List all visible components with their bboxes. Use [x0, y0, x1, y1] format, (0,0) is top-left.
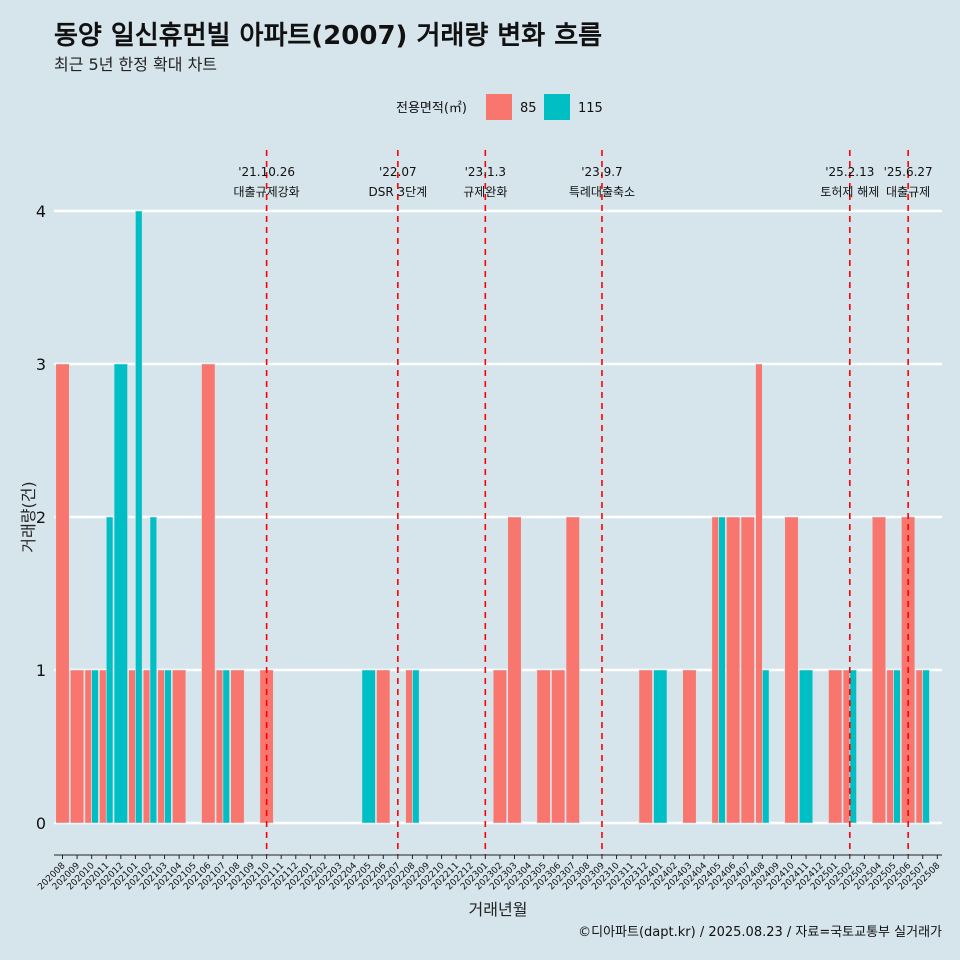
y-tick-label: 0: [36, 814, 46, 833]
bar-85-202502: [842, 669, 851, 824]
bar-85-202312: [638, 669, 653, 824]
bar-85-202208: [405, 669, 413, 824]
bar-85-202403: [682, 669, 697, 824]
event-label: 토허제 해제: [820, 185, 879, 199]
bar-85-202107: [215, 669, 224, 824]
bar-115-202408: [762, 669, 770, 824]
bar-85-202408: [755, 363, 763, 824]
bar-85-202106: [201, 363, 216, 824]
legend-swatch-85: [486, 94, 512, 120]
bar-85-202406: [726, 516, 741, 824]
bar-85-202101: [128, 669, 136, 824]
bar-115-202102: [149, 516, 158, 824]
chart-subtitle: 최근 5년 한정 확대 차트: [54, 55, 217, 74]
bar-85-202102: [142, 669, 151, 824]
bar-115-202101: [135, 210, 143, 824]
bar-85-202108: [230, 669, 245, 824]
legend-swatch-115: [544, 94, 570, 120]
bar-85-202405: [711, 516, 719, 824]
bar-115-202401: [653, 669, 668, 824]
event-date: '25.6.27: [884, 165, 933, 179]
bar-85-202410: [784, 516, 799, 824]
bar-115-202010: [91, 669, 99, 824]
event-label: 규제완화: [463, 185, 507, 199]
bar-85-202008: [55, 363, 70, 824]
bar-115-202411: [799, 669, 814, 824]
event-label: 대출규제강화: [233, 185, 299, 199]
y-tick-label: 4: [36, 202, 46, 221]
event-lines: '21.10.26 대출규제강화 '22.07 DSR 3단계 '23.1.3 규제완화 '…: [233, 150, 933, 855]
event-date: '21.10.26: [238, 165, 295, 179]
bar-85-202009: [70, 669, 85, 824]
chart-title: 동양 일신휴먼빌 아파트(2007) 거래량 변화 흐름: [54, 21, 602, 51]
bar-85-202305: [536, 669, 551, 824]
bar-85-202302: [492, 669, 507, 824]
bars: [55, 210, 930, 824]
bar-85-202307: [565, 516, 580, 824]
bar-85-202104: [172, 669, 187, 824]
y-tick-label: 3: [36, 355, 46, 374]
bar-115-202405: [718, 516, 726, 824]
bar-85-202103: [157, 669, 165, 824]
bar-115-202502: [849, 669, 857, 824]
legend-label-115: 115: [578, 101, 603, 116]
legend-title: 전용면적(㎡): [396, 101, 467, 116]
bar-85-202501: [828, 669, 843, 824]
bar-85-202407: [740, 516, 755, 824]
bar-115-202107: [222, 669, 230, 824]
bar-85-202303: [507, 516, 522, 824]
bar-85-202504: [871, 516, 887, 824]
bar-115-202103: [164, 669, 172, 824]
bar-115-202505: [893, 669, 901, 824]
event-label: 대출규제: [886, 185, 930, 199]
y-axis: 0 1 2 3 4: [36, 202, 46, 833]
event-date: '23.9.7: [581, 165, 622, 179]
event-label: 특례대출축소: [569, 185, 635, 199]
event-label: DSR 3단계: [368, 185, 427, 199]
bar-115-202011: [105, 516, 114, 824]
bar-115-202507: [922, 669, 930, 824]
bar-85-202206: [376, 669, 391, 824]
bar-85-202011: [99, 669, 107, 824]
bar-85-202306: [551, 669, 566, 824]
bar-115-202012: [113, 363, 128, 824]
x-axis: 2020082020092020102020112020122021012021…: [36, 854, 943, 892]
bar-115-202205: [361, 669, 376, 824]
legend-label-85: 85: [520, 101, 537, 116]
legend: 전용면적(㎡) 85 115: [396, 94, 603, 120]
bar-85-202010: [84, 669, 92, 824]
bar-85-202507: [915, 669, 924, 824]
x-axis-title: 거래년월: [469, 900, 528, 919]
y-tick-label: 2: [36, 508, 46, 527]
event-date: '23.1.3: [465, 165, 506, 179]
bar-85-202505: [886, 669, 894, 824]
event-date: '25.2.13: [825, 165, 874, 179]
caption: ©디아파트(dapt.kr) / 2025.08.23 / 자료=국토교통부 실…: [578, 925, 942, 940]
event-date: '22.07: [379, 165, 417, 179]
bar-115-202208: [412, 669, 420, 824]
y-axis-title: 거래량(건): [19, 481, 38, 552]
y-tick-label: 1: [36, 661, 46, 680]
